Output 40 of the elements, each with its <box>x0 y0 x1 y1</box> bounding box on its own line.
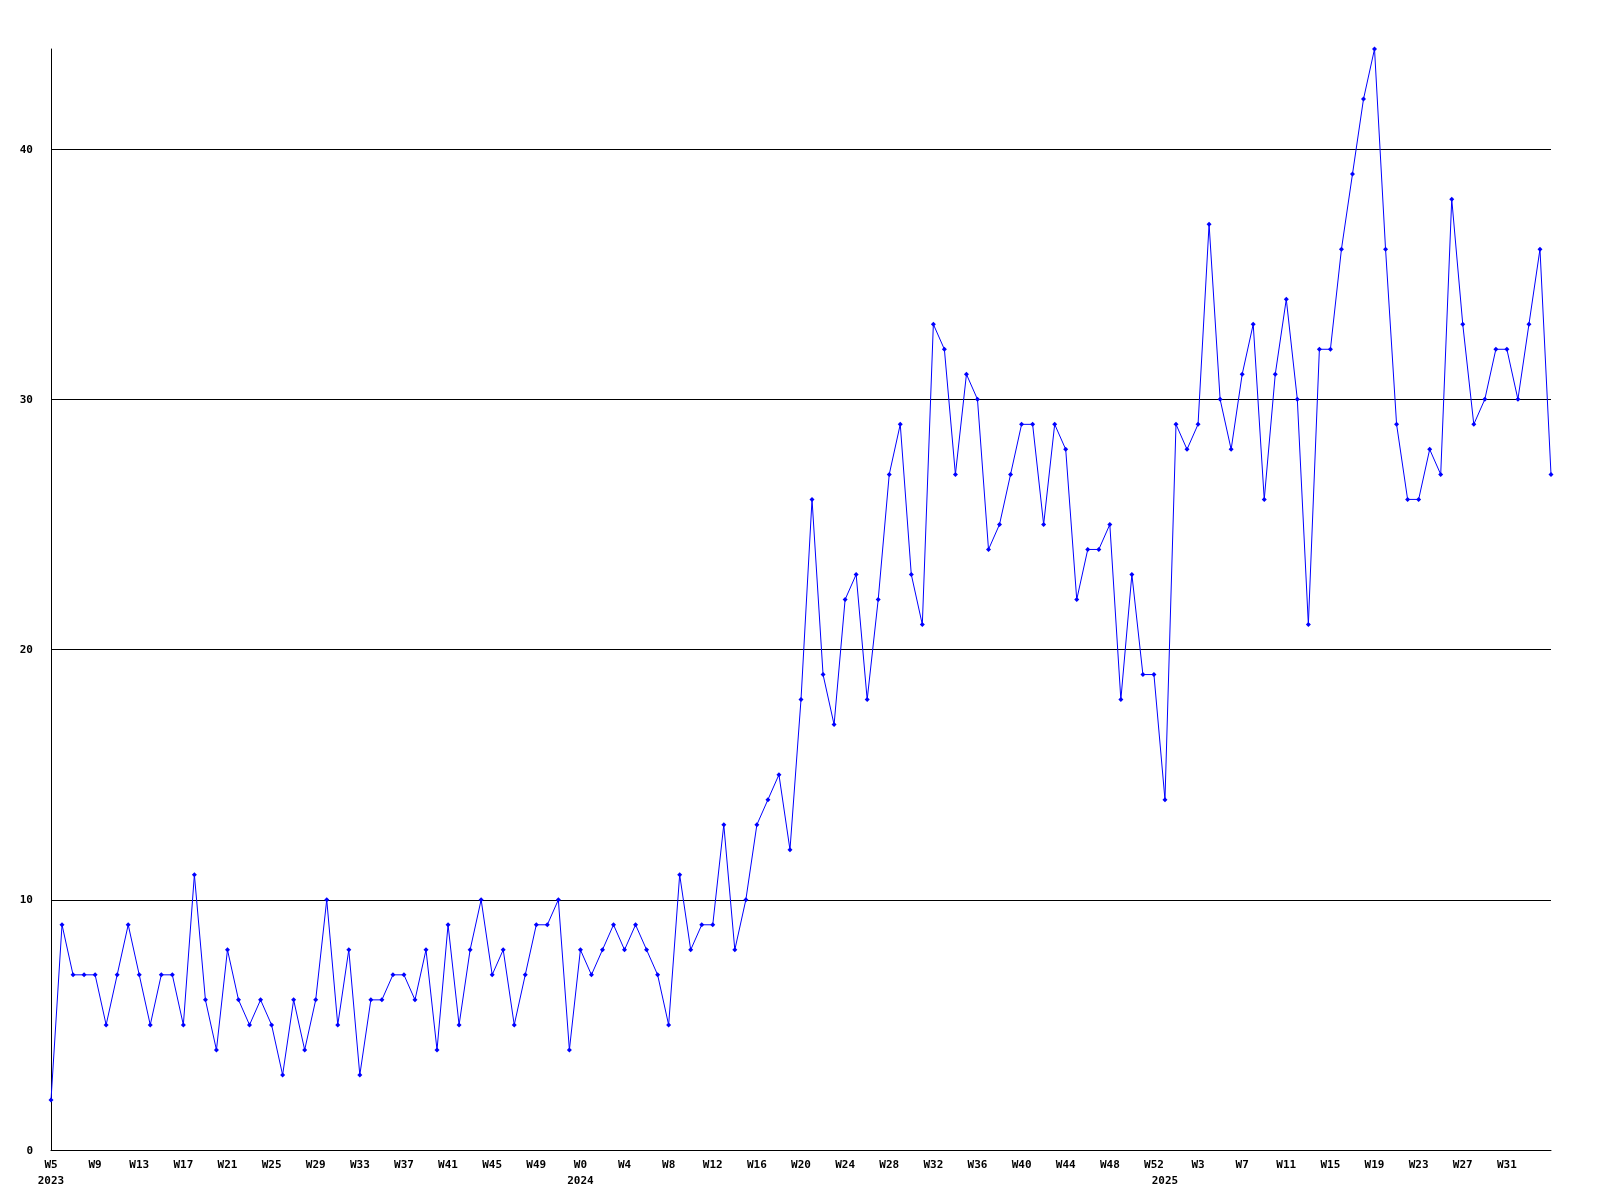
x-tick-label: W19 <box>1364 1157 1385 1171</box>
x-tick-label: W25 <box>261 1157 282 1171</box>
y-tick-label: 40 <box>19 142 33 156</box>
x-tick-label: W16 <box>746 1157 768 1171</box>
x-tick-label: W13 <box>129 1157 150 1171</box>
x-tick-label: W7 <box>1235 1157 1249 1171</box>
x-tick-label: 2025 <box>1151 1173 1179 1187</box>
x-tick-label: W45 <box>482 1157 503 1171</box>
x-tick-label: W4 <box>617 1157 632 1171</box>
y-tick-label: 10 <box>19 893 33 907</box>
y-tick-label: 20 <box>19 643 33 657</box>
x-tick-label: W21 <box>217 1157 238 1171</box>
x-tick-label: W3 <box>1191 1157 1205 1171</box>
x-tick-label: W9 <box>88 1157 102 1171</box>
x-tick-label: W23 <box>1408 1157 1429 1171</box>
x-tick-label: W12 <box>702 1157 723 1171</box>
x-tick-label: W15 <box>1320 1157 1341 1171</box>
x-tick-label: W32 <box>923 1157 944 1171</box>
x-tick-label: W44 <box>1055 1157 1077 1171</box>
x-tick-label: W29 <box>305 1157 326 1171</box>
x-tick-label: W17 <box>173 1157 194 1171</box>
x-tick-label: W48 <box>1099 1157 1120 1171</box>
x-tick-label: W31 <box>1496 1157 1518 1171</box>
x-tick-label: W52 <box>1144 1157 1164 1171</box>
x-tick-label: W33 <box>349 1157 370 1171</box>
x-tick-label: W8 <box>662 1157 676 1171</box>
x-tick-label: W0 2024 <box>567 1157 595 1187</box>
x-tick-label: W49 <box>526 1157 547 1171</box>
x-tick-label: W27 <box>1452 1157 1473 1171</box>
x-tick-label: W20 <box>791 1157 811 1171</box>
x-tick-label: W41 <box>438 1157 459 1171</box>
x-tick-label: W36 <box>967 1157 988 1171</box>
x-tick-label: W11 <box>1276 1157 1297 1171</box>
x-tick-label: W37 <box>394 1157 414 1171</box>
y-tick-label: 0 <box>26 1143 33 1157</box>
x-tick-label: W5 2023 <box>37 1157 65 1187</box>
y-tick-label: 30 <box>19 392 33 406</box>
x-tick-label: W24 <box>835 1157 856 1171</box>
x-tick-label: W28 <box>879 1157 900 1171</box>
x-tick-label: W40 <box>1011 1157 1032 1171</box>
